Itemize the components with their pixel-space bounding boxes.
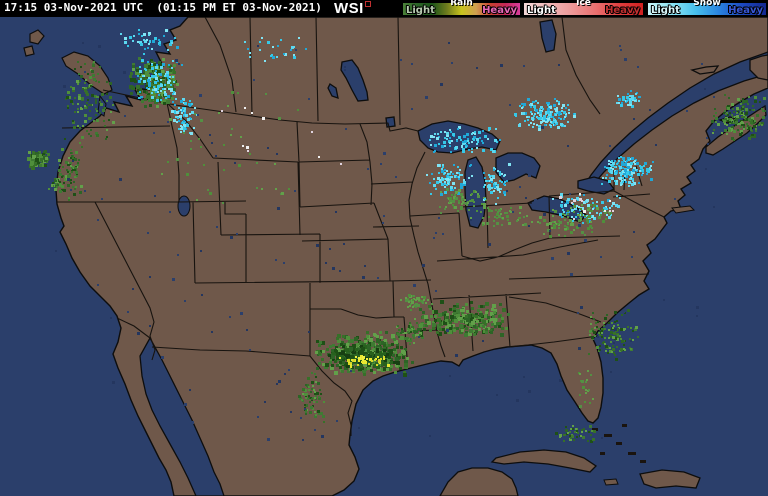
radar-region-texas-rain-heavy bbox=[339, 355, 390, 368]
radar-region-tx-coast-trail bbox=[298, 372, 325, 423]
radar-region-ozark-rain bbox=[400, 294, 433, 311]
newfoundland bbox=[749, 54, 768, 81]
radar-region-ontario-ny-snow bbox=[601, 156, 654, 187]
legend-rain: Rain Light Heavy bbox=[402, 0, 521, 17]
lake-winnipeg bbox=[340, 59, 369, 102]
rain-heavy-label: Heavy bbox=[482, 5, 517, 16]
cuba bbox=[490, 449, 598, 473]
bahamas bbox=[592, 424, 646, 463]
ice-light-label: Light bbox=[527, 5, 556, 16]
radar-region-manitoba-mn-snow bbox=[514, 98, 576, 131]
radar-region-ny-pa-mix-white bbox=[559, 193, 614, 220]
gulf-of-california bbox=[139, 336, 225, 496]
gulf-of-st-lawrence bbox=[585, 51, 768, 187]
snow-gradient-bar bbox=[647, 2, 767, 16]
radar-map bbox=[0, 17, 768, 496]
wsi-logo-text: WSI bbox=[334, 0, 364, 17]
radar-region-nova-scotia-rain bbox=[711, 94, 766, 141]
rain-gradient-bar bbox=[402, 2, 521, 16]
ice-legend-title: Ice bbox=[576, 0, 591, 8]
radar-region-florida-specks bbox=[578, 370, 594, 408]
james-bay bbox=[539, 19, 557, 53]
jamaica bbox=[603, 478, 619, 486]
wsi-logo: WSI bbox=[334, 0, 371, 17]
radar-region-atlantic-offshore-rain bbox=[588, 309, 639, 361]
timestamp-text: 17:15 03-Nov-2021 UTC (01:15 PM ET 03-No… bbox=[4, 1, 322, 14]
map-state-borders bbox=[57, 17, 665, 436]
lake-erie bbox=[527, 195, 587, 223]
anticosti-island bbox=[690, 65, 720, 75]
radar-region-quebec-snow bbox=[616, 90, 641, 108]
radar-region-superior-snow bbox=[429, 126, 501, 153]
radar-region-pacific-offshore-south bbox=[48, 178, 65, 193]
radar-region-rockies-specks bbox=[161, 91, 299, 204]
radar-region-texas-rain-core bbox=[328, 343, 401, 369]
rain-legend-title: Rain bbox=[450, 0, 473, 8]
radar-region-lower-mi-rain bbox=[470, 203, 528, 227]
map-radar-layer bbox=[27, 29, 766, 443]
radar-region-bc-wa-snow-mix bbox=[137, 59, 183, 103]
long-island bbox=[671, 205, 696, 214]
radar-region-wisconsin-snow bbox=[426, 164, 473, 196]
radar-region-land-water-noise bbox=[55, 42, 715, 442]
radar-region-sask-snow-specks bbox=[244, 37, 307, 62]
lake-of-the-woods bbox=[385, 116, 396, 128]
radar-region-pacific-offshore-rain bbox=[27, 150, 50, 170]
snow-legend-title: Snow bbox=[693, 0, 721, 8]
great-salt-lake bbox=[177, 195, 191, 217]
radar-region-la-ark-link bbox=[396, 316, 428, 345]
legend-snow: Snow Light Heavy bbox=[647, 0, 767, 17]
radar-region-michigan-snow bbox=[483, 163, 511, 205]
yucatan bbox=[439, 467, 519, 496]
wsi-trademark-icon bbox=[364, 1, 371, 7]
hispaniola bbox=[639, 469, 701, 489]
radar-region-id-panhandle-snow bbox=[170, 98, 198, 135]
lake-huron bbox=[495, 152, 541, 183]
top-bar: 17:15 03-Nov-2021 UTC (01:15 PM ET 03-No… bbox=[0, 0, 768, 17]
ice-heavy-label: Heavy bbox=[605, 5, 640, 16]
legend-ice: Ice Light Heavy bbox=[523, 0, 644, 17]
snow-light-label: Light bbox=[651, 5, 680, 16]
radar-region-bahamas-rain bbox=[555, 425, 596, 443]
radar-region-or-coast-rain bbox=[58, 138, 83, 201]
radar-region-alberta-snow-specks bbox=[120, 29, 179, 55]
rain-light-label: Light bbox=[406, 5, 435, 16]
radar-region-ar-ms-al-rain bbox=[419, 300, 510, 337]
radar-region-ny-pa-rain bbox=[552, 204, 612, 228]
radar-region-mt-white-specks bbox=[221, 107, 342, 165]
snow-heavy-label: Heavy bbox=[728, 5, 763, 16]
ice-gradient-bar bbox=[523, 2, 644, 16]
lake-manitoba bbox=[327, 83, 339, 99]
radar-region-ohio-valley-rain bbox=[531, 214, 593, 238]
